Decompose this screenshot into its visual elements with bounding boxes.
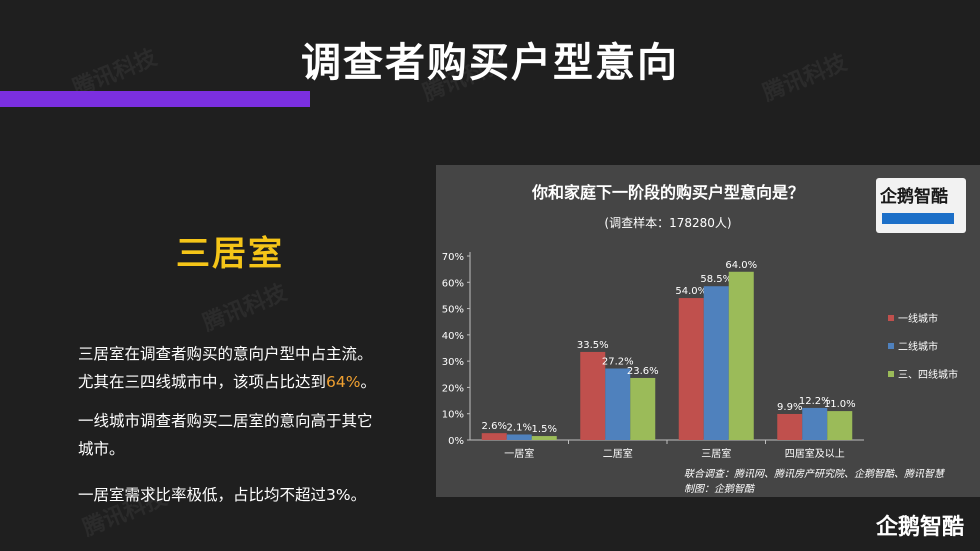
x-tick-label: 二居室 xyxy=(603,447,633,460)
bar xyxy=(531,436,557,440)
legend-label: 三、四线城市 xyxy=(898,368,958,381)
bar xyxy=(728,271,754,440)
paragraph-text: 。 xyxy=(360,373,376,391)
legend-label: 二线城市 xyxy=(898,340,938,353)
y-tick-label: 20% xyxy=(442,383,464,394)
data-label: 54.0% xyxy=(675,286,707,297)
x-tick-label: 四居室及以上 xyxy=(785,447,845,460)
bar xyxy=(777,413,803,440)
y-tick-label: 60% xyxy=(442,278,464,289)
brand-subtitle-bar xyxy=(882,213,954,224)
paragraph-text: 尤其在三四线城市中，该项占比达到 xyxy=(78,373,327,391)
bar xyxy=(481,433,507,440)
legend-swatch xyxy=(888,343,894,349)
bar xyxy=(802,407,828,440)
data-label: 2.6% xyxy=(482,421,507,432)
chart-panel: 你和家庭下一阶段的购买户型意向是？ (调查样本：178280人) 联合调查：腾讯… xyxy=(436,165,980,497)
x-tick-label: 一居室 xyxy=(504,447,534,460)
paragraph-line: 尤其在三四线城市中，该项占比达到64%。 xyxy=(78,368,376,396)
page-title: 调查者购买户型意向 xyxy=(301,40,679,86)
paragraph: 三居室在调查者购买的意向户型中占主流。 尤其在三四线城市中，该项占比达到64%。 xyxy=(78,340,376,396)
data-label: 23.6% xyxy=(627,366,659,377)
y-tick-label: 40% xyxy=(442,331,464,342)
chart-title: 你和家庭下一阶段的购买户型意向是？ xyxy=(531,183,804,202)
paragraph-line: 城市。 xyxy=(78,440,125,458)
chart-subtitle: (调查样本：178280人) xyxy=(604,215,731,230)
bar xyxy=(630,377,656,440)
bar xyxy=(678,298,704,440)
paragraph: 一线城市调查者购买二居室的意向高于其它 城市。 xyxy=(78,407,373,463)
paragraph: 一居室需求比率极低，占比均不超过3%。 xyxy=(78,481,366,509)
y-tick-label: 0% xyxy=(448,436,464,447)
x-tick-label: 三居室 xyxy=(701,447,731,460)
bar xyxy=(703,286,729,440)
bar xyxy=(506,434,532,440)
brand-name: 企鹅智酷 xyxy=(880,187,948,207)
paragraph-line: 三居室在调查者购买的意向户型中占主流。 xyxy=(78,345,373,363)
highlight-number: 64% xyxy=(326,373,361,391)
section-title: 三居室 xyxy=(176,234,284,274)
y-tick-label: 70% xyxy=(442,252,464,263)
paragraph-line: 一线城市调查者购买二居室的意向高于其它 xyxy=(78,412,373,430)
y-tick-label: 50% xyxy=(442,305,464,316)
data-label: 2.1% xyxy=(507,422,532,433)
bar-chart: 你和家庭下一阶段的购买户型意向是？ (调查样本：178280人) 联合调查：腾讯… xyxy=(442,183,958,495)
bar xyxy=(605,368,631,440)
brand-badge: 企鹅智酷 xyxy=(876,178,966,233)
data-label: 11.0% xyxy=(824,399,856,410)
y-tick-label: 10% xyxy=(442,410,464,421)
legend-swatch xyxy=(888,315,894,321)
data-label: 12.2% xyxy=(799,396,831,407)
footer-logo: 企鹅智酷 xyxy=(875,515,964,540)
y-tick-label: 30% xyxy=(442,357,464,368)
bar xyxy=(580,351,606,440)
source-line: 制图：企鹅智酷 xyxy=(684,483,756,495)
bar xyxy=(827,411,853,440)
source-line: 联合调查：腾讯网、腾讯房产研究院、企鹅智酷、腾讯智慧 xyxy=(684,468,946,480)
legend-swatch xyxy=(888,371,894,377)
paragraph-line: 一居室需求比率极低，占比均不超过3%。 xyxy=(78,486,367,504)
accent-bar xyxy=(0,91,310,107)
legend-label: 一线城市 xyxy=(898,312,938,325)
data-label: 58.5% xyxy=(700,274,732,285)
data-label: 33.5% xyxy=(577,340,609,351)
data-label: 64.0% xyxy=(725,260,757,271)
watermark: 腾讯科技 xyxy=(199,280,291,337)
data-label: 9.9% xyxy=(777,402,802,413)
data-label: 1.5% xyxy=(532,424,557,435)
data-label: 27.2% xyxy=(602,357,634,368)
